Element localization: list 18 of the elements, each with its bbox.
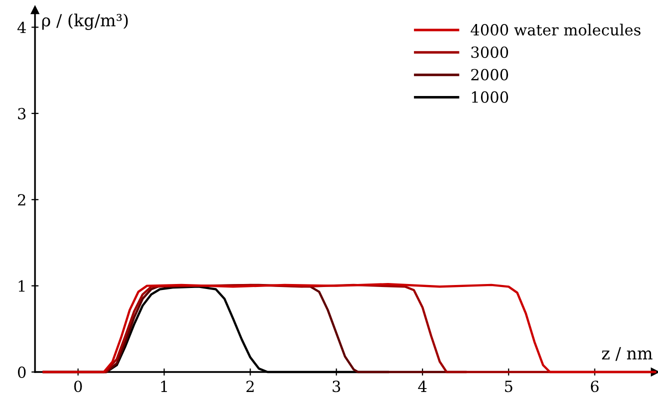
x-tick-label: 0 bbox=[74, 380, 82, 392]
y-tick-label: 4 bbox=[17, 22, 26, 34]
legend-label: 1000 bbox=[472, 91, 508, 103]
legend-label: 3000 bbox=[471, 46, 508, 58]
x-tick-label: 6 bbox=[590, 380, 599, 392]
y-tick-label: 2 bbox=[18, 194, 26, 206]
x-axis-title: z / nm bbox=[602, 347, 652, 361]
y-tick-label: 1 bbox=[18, 280, 24, 292]
x-tick-label: 3 bbox=[332, 380, 340, 392]
legend-label: 4000 water molecules bbox=[470, 24, 640, 36]
x-tick-label: 5 bbox=[505, 380, 512, 392]
x-tick-label: 4 bbox=[418, 380, 427, 392]
y-tick-label: 3 bbox=[18, 108, 26, 120]
y-tick-label: 0 bbox=[18, 366, 26, 378]
x-tick-label: 2 bbox=[246, 380, 254, 392]
y-axis-title: ρ / (kg/m³) bbox=[42, 14, 128, 30]
legend-label: 2000 bbox=[471, 68, 508, 80]
x-tick-label: 1 bbox=[161, 380, 167, 392]
